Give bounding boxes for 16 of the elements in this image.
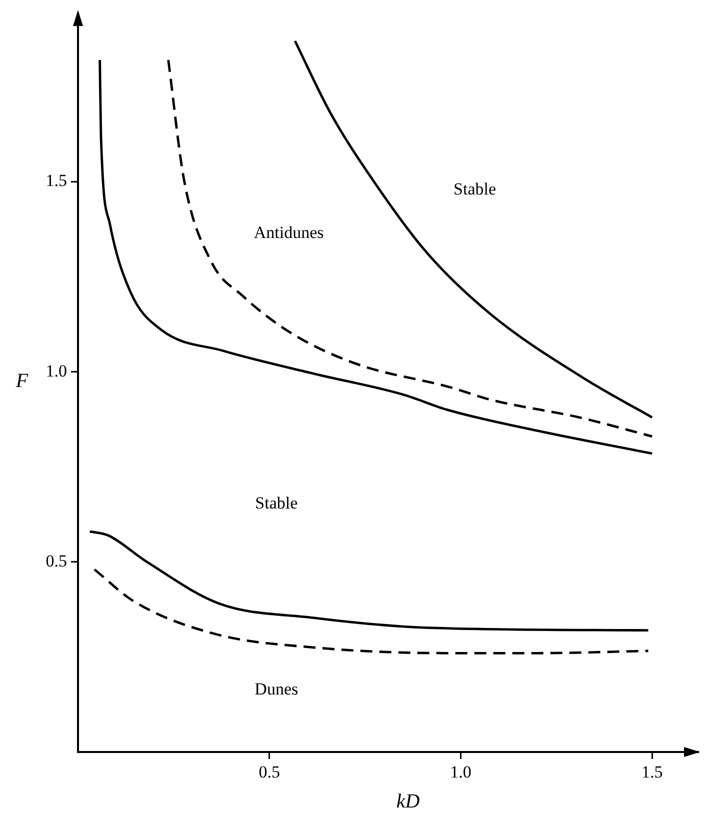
line-series	[167, 58, 654, 438]
x-tick-label: 0.5	[258, 762, 280, 782]
line-series	[88, 530, 650, 632]
annotation: Stable	[454, 179, 496, 198]
annotation: Antidunes	[254, 223, 324, 242]
x-tick-label: 1.5	[641, 762, 663, 782]
annotation: Dunes	[254, 679, 298, 698]
y-axis-title: F	[14, 370, 29, 392]
x-tick-label: 1.0	[450, 762, 472, 782]
x-axis-title: kD	[396, 790, 420, 812]
y-tick-label: 1.5	[46, 171, 67, 190]
y-tick-label: 1.0	[46, 361, 67, 380]
line-series	[98, 58, 654, 455]
annotation: Stable	[255, 493, 298, 512]
y-tick-label: 0.5	[46, 551, 67, 570]
line-series	[93, 568, 650, 654]
